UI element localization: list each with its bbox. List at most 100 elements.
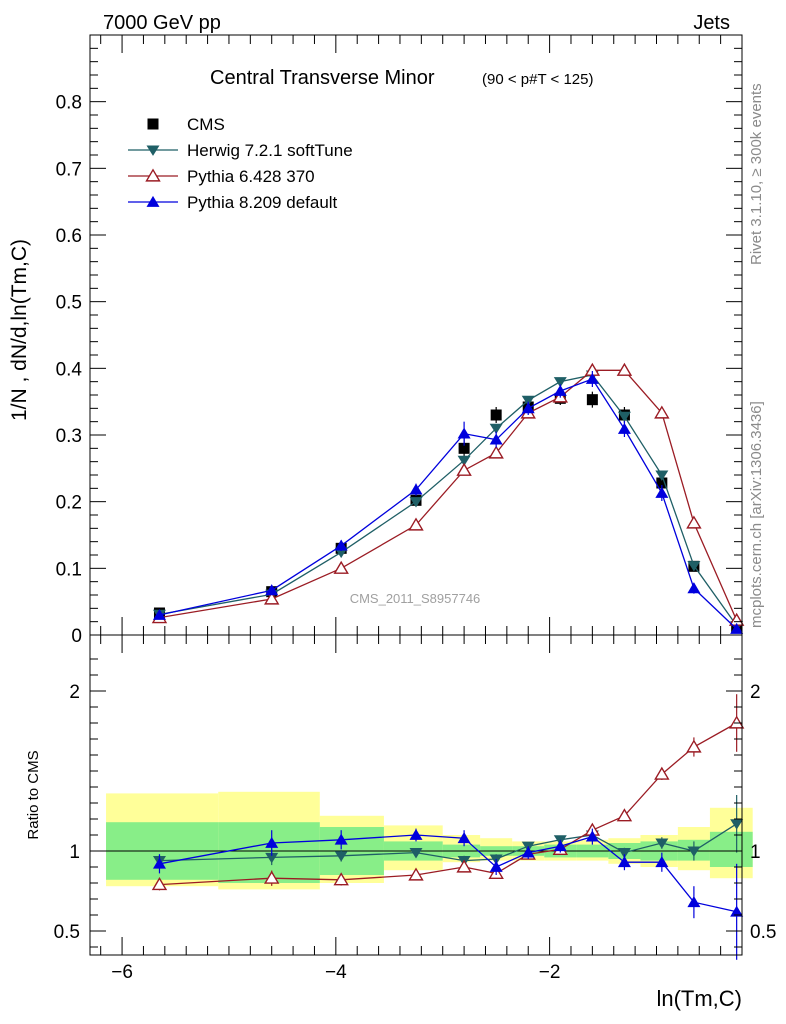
main-y-tick-label: 0.8 xyxy=(56,93,82,114)
main-axis-ticks: 0 0.1 0.2 0.3 0.4 0.5 0.6 0.7 0.8 xyxy=(56,35,742,647)
ratio-data-point xyxy=(553,840,567,852)
legend-label: CMS xyxy=(187,115,225,134)
data-point xyxy=(333,560,349,574)
main-plot-content xyxy=(151,362,745,634)
data-point xyxy=(489,423,503,435)
x-tick-label: −4 xyxy=(325,962,347,983)
legend-label: Pythia 6.428 370 xyxy=(187,167,315,186)
main-y-tick-label: 0.3 xyxy=(56,426,82,447)
data-point xyxy=(456,462,472,476)
legend-marker xyxy=(145,168,161,182)
ratio-data-point xyxy=(408,867,424,881)
series-pythia-6-428-370 xyxy=(151,362,745,626)
main-y-tick-label: 0.6 xyxy=(56,226,82,247)
legend-marker xyxy=(146,145,160,156)
main-plot-title-suffix: (90 < p#T < 125) xyxy=(482,71,593,88)
ratio-data-point xyxy=(333,872,349,886)
data-point xyxy=(521,395,535,407)
uncertainty-band-inner xyxy=(709,831,753,867)
ratio-data-point xyxy=(654,766,670,780)
ratio-data-point xyxy=(730,905,744,917)
ratio-data-point xyxy=(521,846,535,858)
ratio-data-point xyxy=(617,848,631,859)
ratio-data-point xyxy=(489,860,503,872)
main-plot-title: Central Transverse Minor xyxy=(210,67,435,89)
data-point xyxy=(553,377,567,388)
ratio-data-point xyxy=(687,846,701,857)
data-point xyxy=(408,517,424,531)
ratio-data-point xyxy=(687,896,701,908)
ratio-y-tick-label-right: 2 xyxy=(750,682,761,703)
data-point xyxy=(152,608,166,620)
legend-marker xyxy=(146,195,160,207)
ratio-data-point xyxy=(265,836,279,848)
data-point xyxy=(655,470,669,481)
data-point xyxy=(457,427,471,439)
data-point xyxy=(489,433,503,445)
ratio-y-tick-label: 2 xyxy=(69,682,80,703)
ratio-data-point xyxy=(730,819,744,830)
data-point xyxy=(334,539,348,551)
data-point xyxy=(409,497,423,508)
main-panel: 0 0.1 0.2 0.3 0.4 0.5 0.6 0.7 0.8 CMS_2011_S8957… xyxy=(8,34,745,647)
legend: CMS Herwig 7.2.1 softTune Pythia 6.428 370… xyxy=(128,115,353,212)
ratio-y-tick-label-right: 1 xyxy=(750,842,761,863)
ratio-data-point xyxy=(265,852,279,864)
ratio-y-tick-label: 0.5 xyxy=(54,922,80,943)
ratio-y-tick-label-right: 0.5 xyxy=(750,922,776,943)
data-point xyxy=(265,584,279,596)
ratio-data-point xyxy=(152,857,166,869)
main-y-tick-label: 0 xyxy=(71,626,82,647)
ratio-data-point xyxy=(334,851,348,862)
process-label: Jets xyxy=(693,12,730,34)
data-point xyxy=(654,405,670,419)
data-point xyxy=(616,362,633,376)
data-point xyxy=(586,394,598,406)
ratio-series-pythia-8-209-default xyxy=(152,828,744,960)
main-y-tick-label: 0.2 xyxy=(56,493,82,514)
analysis-watermark: CMS_2011_S8957746 xyxy=(350,591,481,606)
uncertainty-band-inner xyxy=(218,822,320,883)
x-tick-label: −6 xyxy=(111,962,133,983)
data-point xyxy=(687,582,701,594)
ratio-axis-ticks: 0.5 0.5 1 1 2 2 −6 −4 −2 xyxy=(54,635,776,983)
main-y-tick-label: 0.4 xyxy=(56,359,83,380)
series-line xyxy=(159,369,738,621)
data-point xyxy=(553,384,567,396)
main-y-tick-label: 0.1 xyxy=(56,559,82,580)
ratio-data-point xyxy=(585,830,599,842)
data-point xyxy=(655,486,669,498)
rivet-version-label: Rivet 3.1.10, ≥ 300k events xyxy=(748,83,765,265)
data-point xyxy=(458,442,470,454)
ratio-data-point xyxy=(686,739,702,753)
ratio-data-point xyxy=(617,856,631,868)
ratio-y-tick-label: 1 xyxy=(69,842,80,863)
data-point xyxy=(687,561,701,572)
ratio-data-point xyxy=(409,828,423,840)
legend-marker xyxy=(147,118,159,130)
ratio-data-point xyxy=(151,877,168,891)
ratio-data-point xyxy=(728,715,745,729)
data-point xyxy=(457,455,471,467)
ratio-y-axis-label: Ratio to CMS xyxy=(25,750,42,839)
mcplots-reference-label: mcplots.cern.ch [arXiv:1306.3436] xyxy=(748,401,765,628)
energy-label: 7000 GeV pp xyxy=(103,12,221,34)
data-point xyxy=(686,515,702,529)
data-point xyxy=(409,483,423,495)
series-line xyxy=(159,374,738,627)
x-axis-label: ln(Tm,C) xyxy=(656,986,742,1011)
ratio-plot-content xyxy=(90,694,753,960)
data-point xyxy=(617,422,631,434)
ratio-data-point xyxy=(457,832,471,844)
data-point xyxy=(488,445,504,459)
data-point xyxy=(617,411,631,423)
data-point xyxy=(585,372,599,384)
ratio-data-point xyxy=(616,808,633,822)
main-y-axis-label: 1/N , dN/d,ln(Tm,C) xyxy=(8,239,31,421)
data-point xyxy=(263,591,280,605)
ratio-data-point xyxy=(409,848,423,859)
series-pythia-8-209-default xyxy=(152,371,744,634)
ratio-panel: 0.5 0.5 1 1 2 2 −6 −4 −2 Ratio to CMS xyxy=(25,634,776,983)
data-point xyxy=(490,409,502,421)
